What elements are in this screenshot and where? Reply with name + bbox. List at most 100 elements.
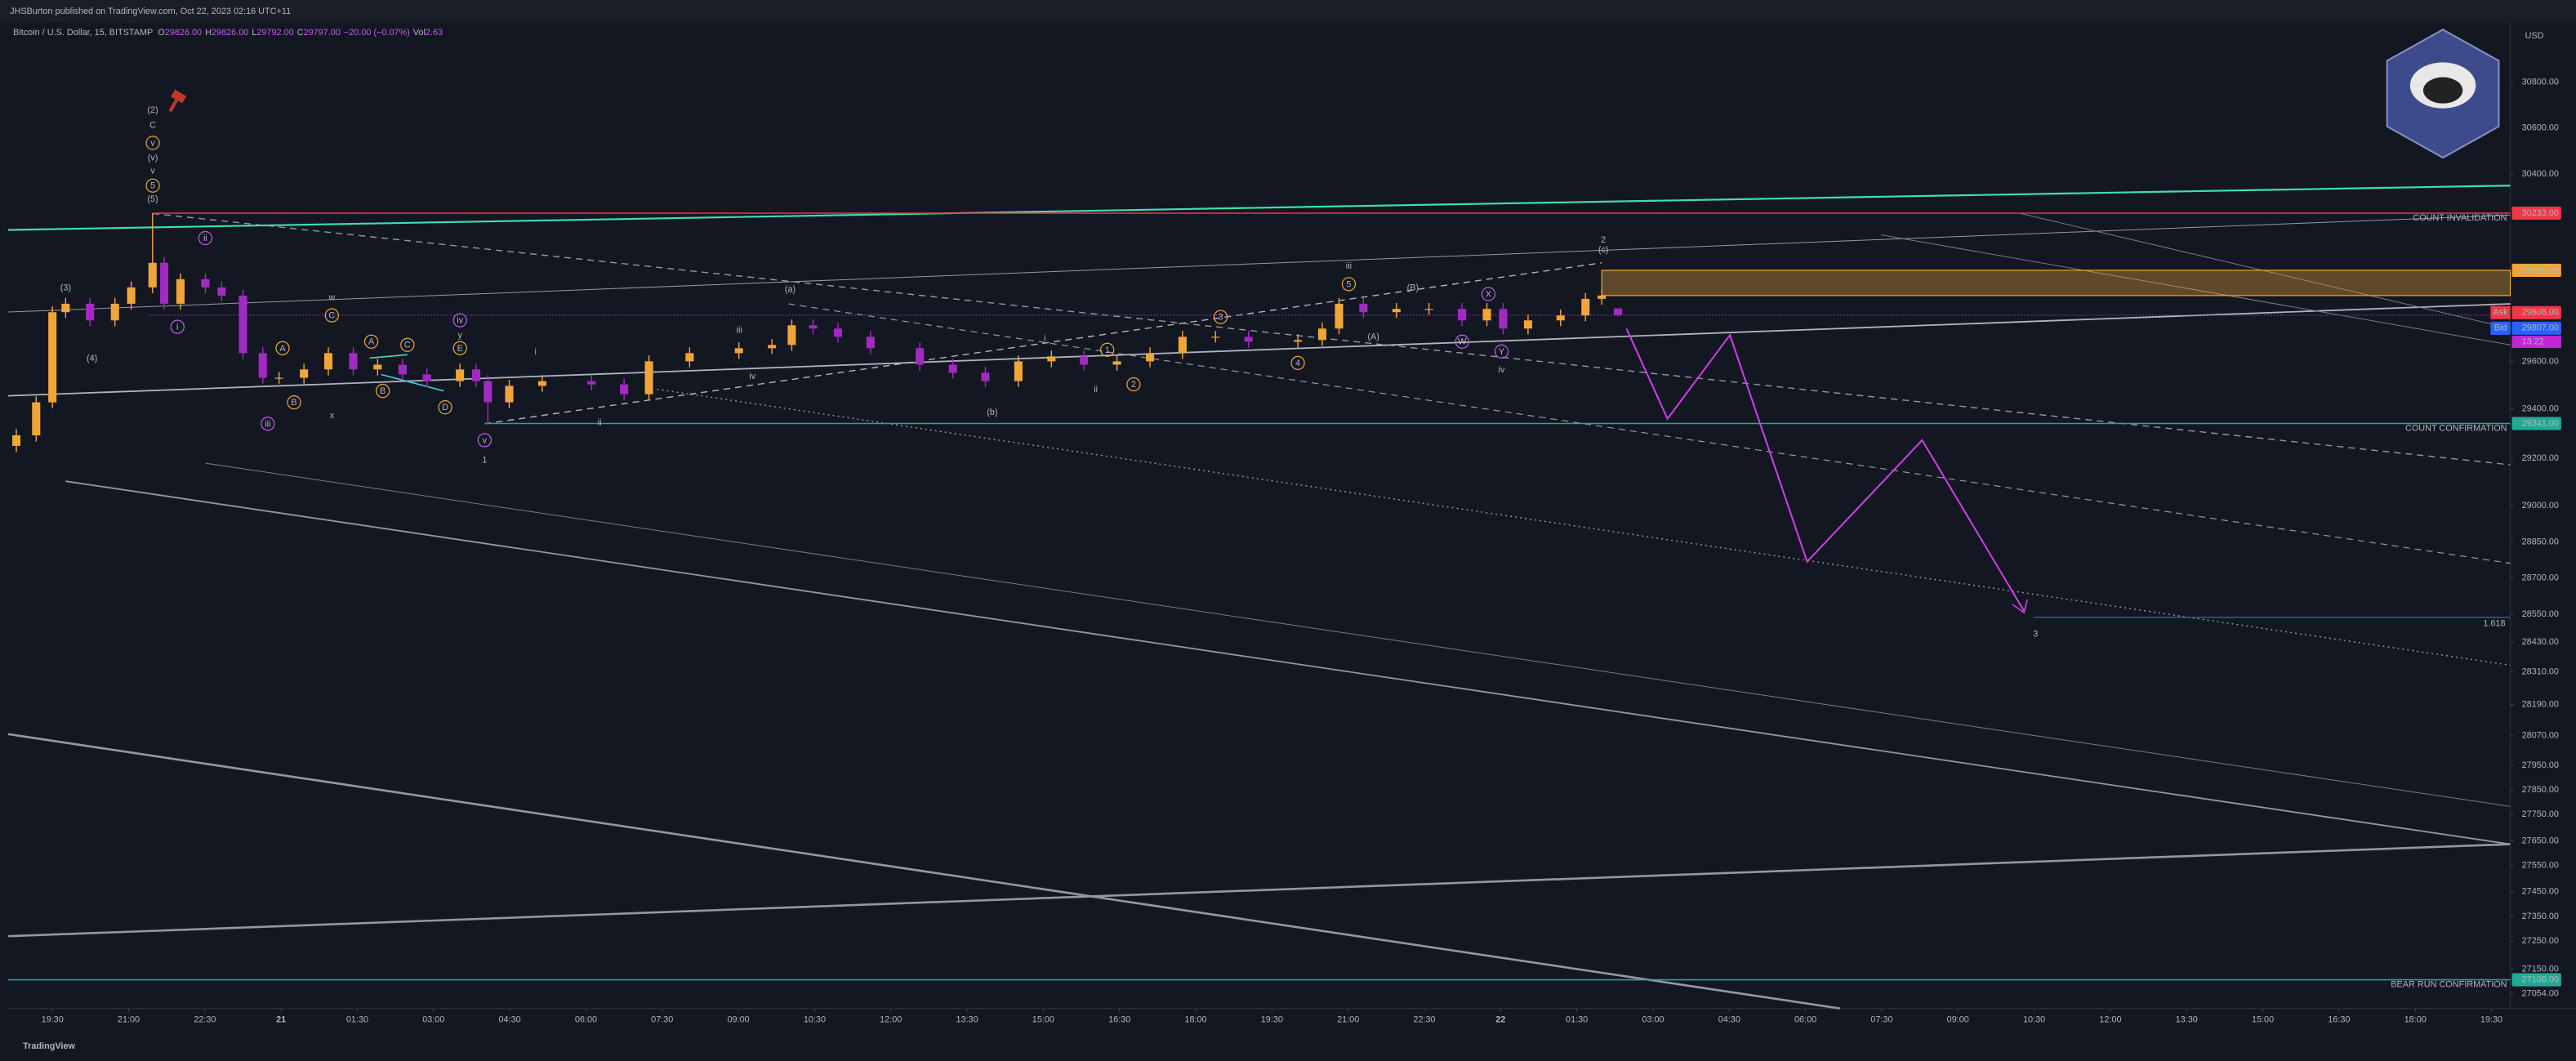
price-label: 29808.00 <box>2522 308 2559 318</box>
wave-label: 3 <box>2033 630 2038 640</box>
candle-body <box>685 353 694 362</box>
x-tick-label: 03:00 <box>422 1015 444 1025</box>
wave-label: Y <box>1499 347 1504 357</box>
wave-label: (b) <box>987 408 997 417</box>
annotation-circle <box>287 395 301 410</box>
price-label: 29341.00 <box>2522 418 2559 428</box>
x-tick-label: 07:30 <box>651 1015 673 1025</box>
wave-label: W <box>1458 337 1467 347</box>
price-tag: Ask <box>2493 308 2508 318</box>
y-tick-label: 29600.00 <box>2522 356 2559 366</box>
x-tick-label: 04:30 <box>499 1015 521 1025</box>
candle-body <box>1499 309 1508 329</box>
ohlc-key: L <box>252 28 256 38</box>
y-tick-label: 27950.00 <box>2522 760 2559 770</box>
annotation-circle <box>1341 277 1357 292</box>
y-tick-label: 29000.00 <box>2522 501 2559 510</box>
wave-label: v <box>150 138 155 148</box>
wave-label: ii <box>203 234 207 243</box>
x-tick-label: 01:30 <box>1566 1015 1588 1025</box>
annotation-circle <box>400 337 415 352</box>
x-tick-label: 21 <box>276 1015 286 1025</box>
candle-body <box>1112 361 1121 365</box>
annotation-circle <box>1100 342 1115 357</box>
wave-label: E <box>457 344 463 354</box>
x-tick-label: 13:30 <box>2176 1015 2198 1025</box>
annotation-circle <box>363 334 379 349</box>
fib-label: 1.618 <box>2483 619 2505 629</box>
candle-body <box>398 364 407 375</box>
trend-line <box>1881 234 2511 345</box>
x-tick-label: 12:00 <box>2099 1015 2121 1025</box>
candle-body <box>734 348 743 354</box>
wave-label: w <box>328 292 335 302</box>
price-label: 27108.00 <box>2522 974 2559 984</box>
change: −20.00 (−0.07%) <box>344 28 410 38</box>
candle-body <box>1014 361 1023 381</box>
annotation-circle <box>452 341 467 355</box>
wave-label: C <box>404 341 411 350</box>
projection-arrow <box>2012 599 2028 614</box>
price-label: 30233.00 <box>2522 208 2559 218</box>
candle-body <box>505 386 514 403</box>
y-tick-label: 30600.00 <box>2522 123 2559 133</box>
trend-line <box>8 185 2511 231</box>
projection-path <box>1625 328 2026 612</box>
candle-body <box>300 369 309 378</box>
ohlc-value: 29826.00 <box>165 28 202 38</box>
wave-label: A <box>279 344 286 354</box>
ohlc-value: 29797.00 <box>304 28 341 38</box>
y-tick-label: 27150.00 <box>2522 964 2559 974</box>
wave-label: v <box>483 435 488 445</box>
x-tick-label: 06:00 <box>1794 1015 1816 1025</box>
candle-body <box>349 353 358 370</box>
trend-line <box>369 354 408 359</box>
y-tick-label: 27750.00 <box>2522 809 2559 819</box>
ohlc-value: 29826.00 <box>212 28 248 38</box>
wave-label: ii <box>598 417 602 427</box>
y-tick-label: 27850.00 <box>2522 785 2559 795</box>
candle-body <box>1359 303 1368 313</box>
candle-body <box>86 303 95 321</box>
candle-body <box>373 364 382 370</box>
marks: 30800.00 30600.00 30400.00 29600.00 29400.00… <box>8 77 2561 1025</box>
price-label-bg <box>2511 305 2561 319</box>
y-tick-label: 28700.00 <box>2522 573 2559 583</box>
annotation-circle <box>1455 334 1469 349</box>
candle-body <box>1523 320 1532 329</box>
symbol: Bitcoin / U.S. Dollar, 15, BITSTAMP <box>13 28 153 38</box>
candle-body <box>834 328 843 337</box>
candle-body <box>176 279 185 304</box>
x-tick-label: 16:30 <box>2328 1015 2350 1025</box>
footer-logo: TradingView <box>23 1041 75 1051</box>
wave-label: v <box>150 167 155 176</box>
symbol-info: Bitcoin / U.S. Dollar, 15, BITSTAMP O2982… <box>13 28 443 38</box>
wave-label: B <box>380 386 386 396</box>
x-tick-label: 09:00 <box>727 1015 749 1025</box>
annotation-circle <box>1494 344 1509 359</box>
y-tick-label: 27350.00 <box>2522 912 2559 921</box>
countdown: 13:22 <box>2522 337 2544 346</box>
candle-body <box>587 381 596 385</box>
wave-label: B <box>291 398 296 408</box>
wave-label: iv <box>457 316 463 326</box>
trend-line <box>484 262 1602 425</box>
x-tick-label: 22:30 <box>194 1015 216 1025</box>
wave-label: (4) <box>87 354 97 363</box>
price-label-bg <box>2511 206 2561 221</box>
x-tick-label: 19:30 <box>42 1015 64 1025</box>
candle-body <box>217 287 226 296</box>
wave-label: 2 <box>1601 235 1606 245</box>
price-tag: Bid <box>2494 323 2507 333</box>
wave-label: i <box>176 323 178 332</box>
x-tick-label: 21:00 <box>118 1015 140 1025</box>
x-tick-label: 19:30 <box>2480 1015 2502 1025</box>
candle-body <box>1482 309 1491 321</box>
candle-body <box>1335 303 1344 329</box>
price-label-bg <box>2511 263 2561 277</box>
ohlc-key: H <box>205 28 212 38</box>
x-tick-label: 07:30 <box>1870 1015 1892 1025</box>
wave-label: i <box>1044 334 1045 344</box>
